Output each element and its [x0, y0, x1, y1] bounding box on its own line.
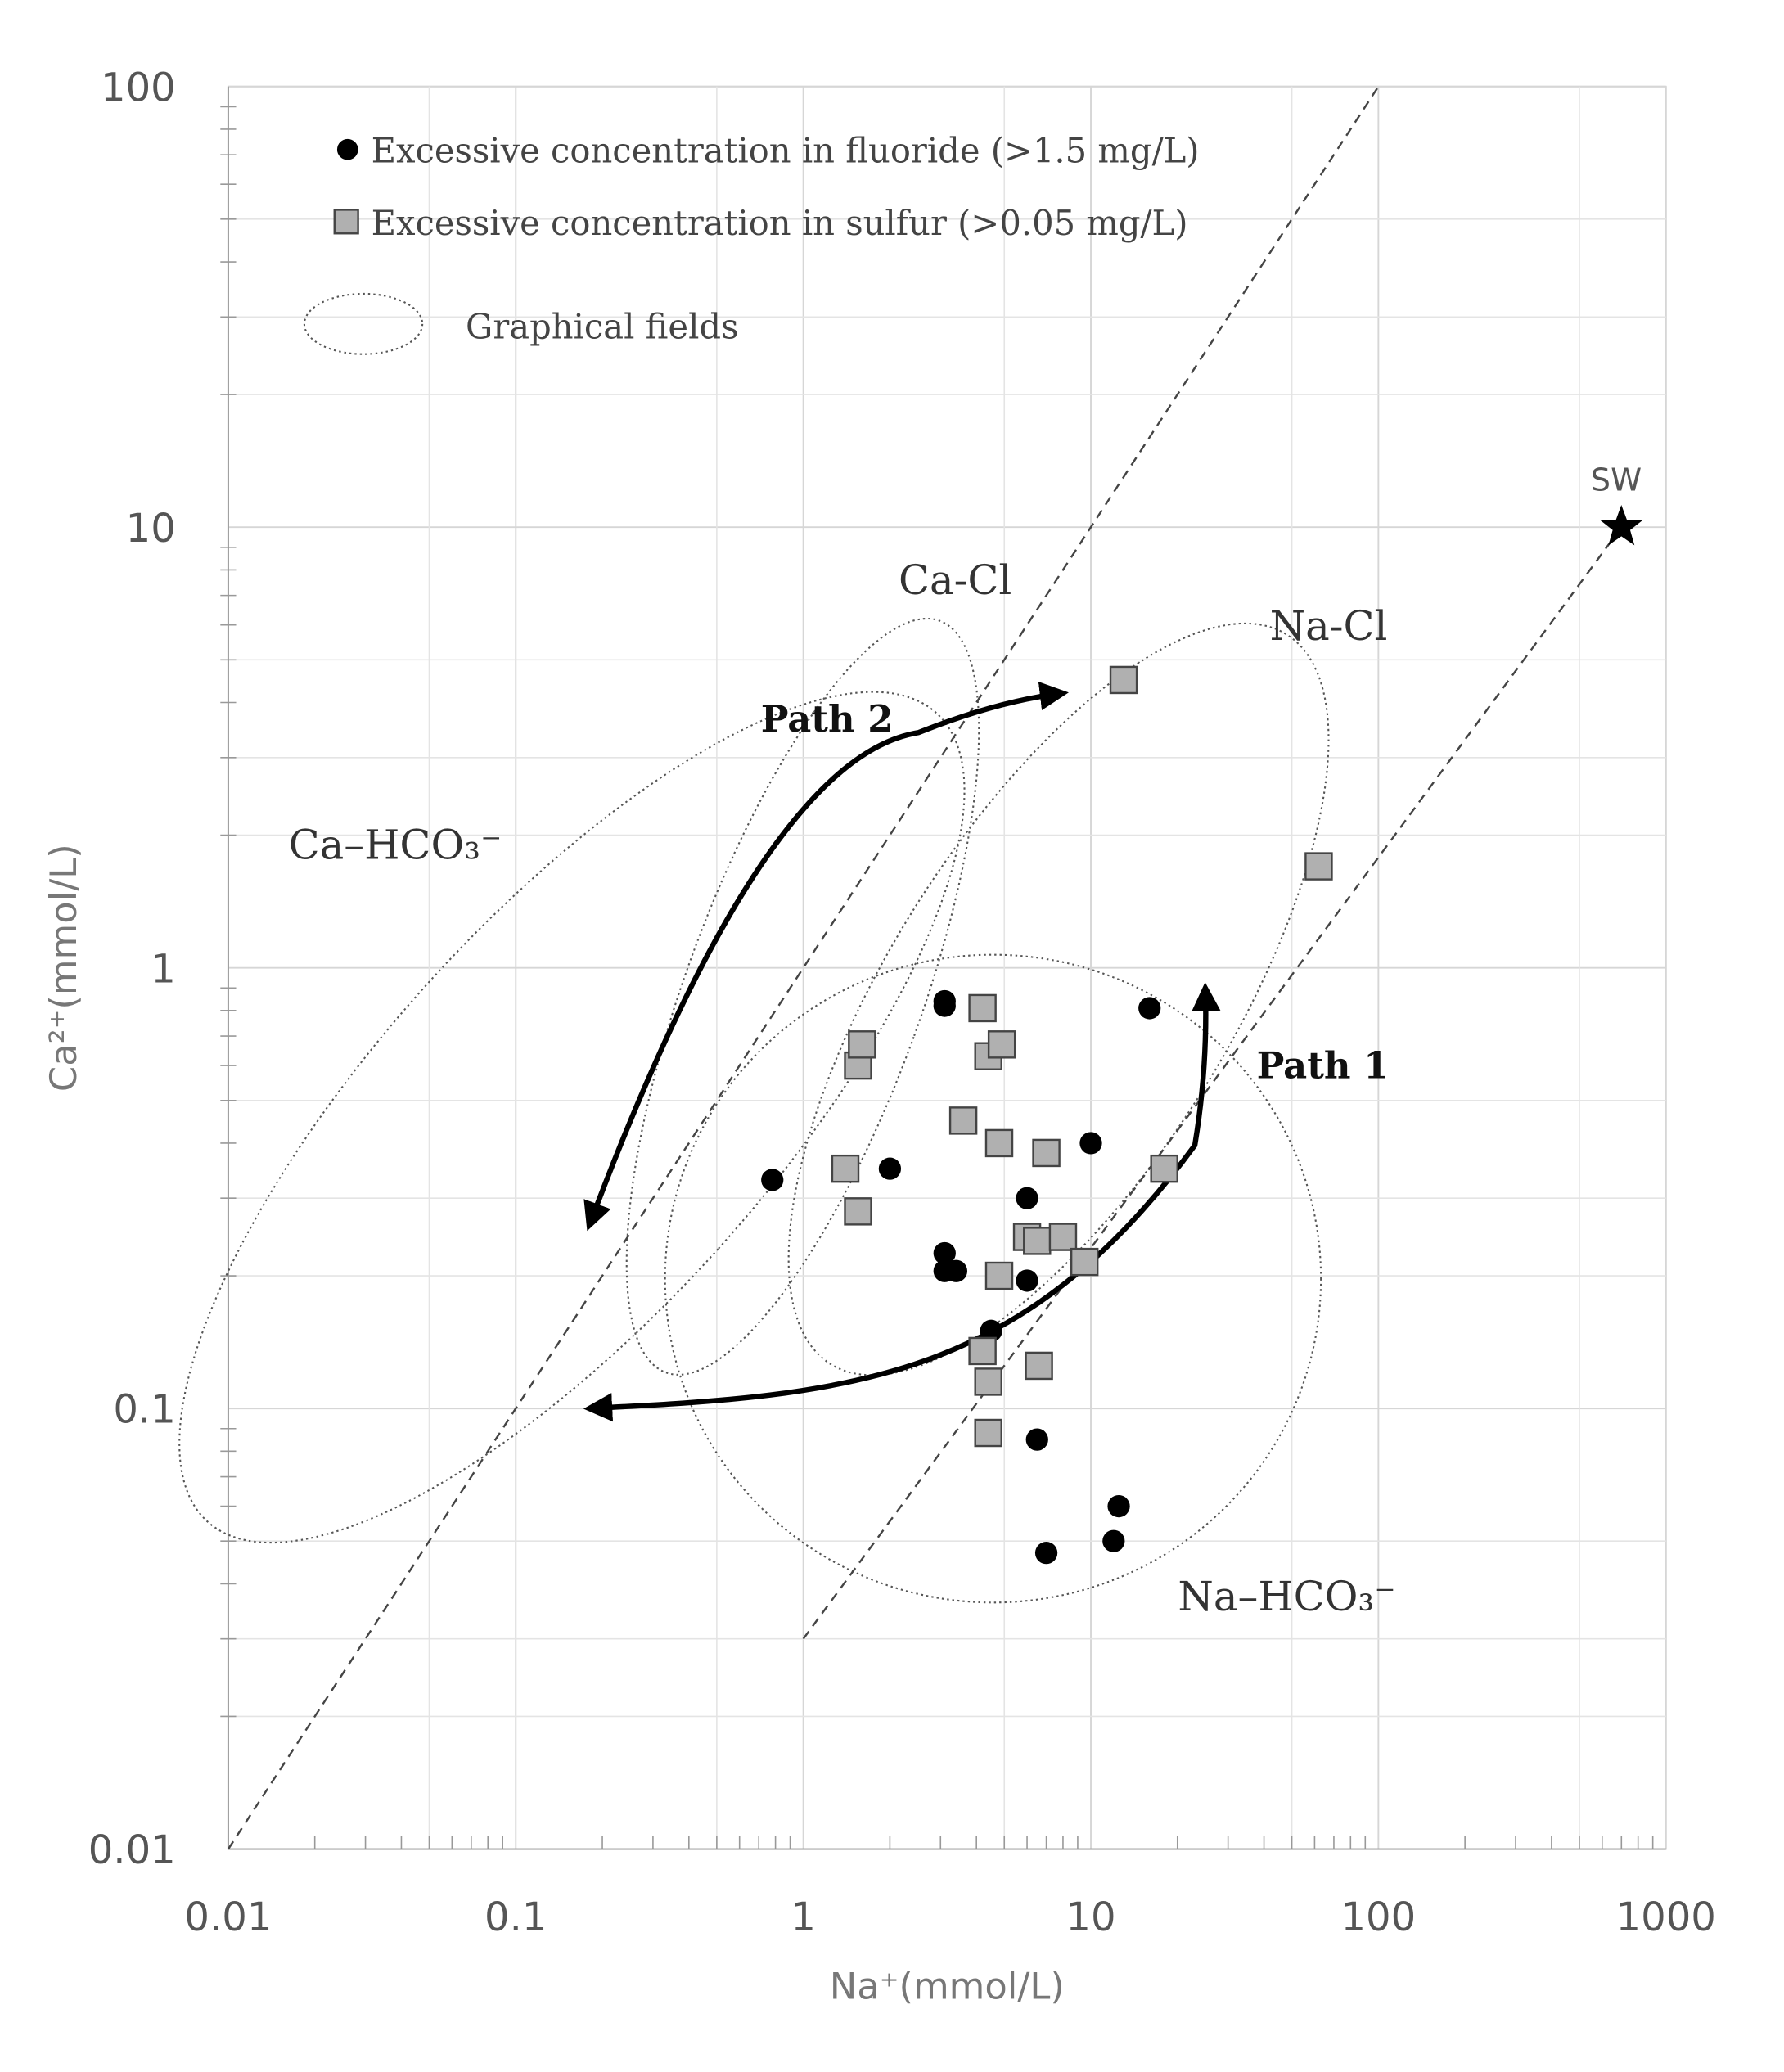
fluoride-point [1016, 1187, 1038, 1209]
sulfur-point [848, 1030, 876, 1059]
minor-ticks [220, 86, 1666, 1850]
fluoride-point [980, 1319, 1002, 1342]
fluoride-point [1138, 997, 1161, 1020]
sulfur-point [968, 993, 997, 1023]
y-tick-label: 0.01 [88, 1827, 176, 1873]
sulfur-point [1032, 1138, 1061, 1168]
y-axis-title: Ca²⁺(mmol/L) [42, 844, 85, 1092]
sulfur-point [1025, 1351, 1053, 1381]
sulfur-point [984, 1261, 1014, 1290]
sulfur-point [831, 1154, 860, 1183]
field-label-ca-hco3: Ca–HCO₃⁻ [289, 822, 502, 869]
legend: Excessive concentration in fluoride (>1.… [303, 131, 1200, 355]
fluoride-point [1025, 1428, 1048, 1451]
sulfur-point [987, 1030, 1016, 1059]
seawater-label: SW [1591, 462, 1642, 498]
sulfur-point [968, 1336, 997, 1366]
tick-labels: 0.01 0.1 1 10 100 1000 0.01 0.1 1 10 100 [88, 65, 1716, 1940]
reference-lines [227, 86, 1623, 1850]
legend-marker-ellipse [303, 292, 424, 355]
field-label-ca-cl: Ca-Cl [899, 556, 1011, 604]
fluoride-point [933, 1241, 956, 1265]
sulfur-point [1109, 665, 1138, 695]
y-tick-label: 100 [101, 65, 176, 110]
fluoride-point [933, 994, 956, 1017]
sulfur-point [1304, 852, 1333, 881]
fluoride-point [1107, 1494, 1130, 1518]
x-axis-title: Na⁺(mmol/L) [830, 1964, 1065, 2007]
seawater-point [1600, 504, 1643, 546]
fluoride-point [1079, 1132, 1102, 1155]
field-label-na-cl: Na-Cl [1270, 602, 1388, 650]
y-tick-label: 10 [126, 506, 176, 552]
fluoride-point [944, 1259, 968, 1282]
fluoride-point [1102, 1529, 1125, 1552]
x-tick-label: 1 [791, 1894, 816, 1940]
x-tick-label: 1000 [1616, 1894, 1716, 1940]
path-label-1: Path 1 [1257, 1043, 1390, 1087]
sulfur-point [1048, 1223, 1078, 1251]
x-tick-label: 10 [1065, 1894, 1115, 1940]
fluoride-point [1016, 1269, 1038, 1292]
y-tick-label: 1 [151, 946, 176, 992]
sulfur-point [1150, 1154, 1178, 1183]
y-tick-label: 0.1 [113, 1387, 175, 1433]
seawater-dilution-line [802, 526, 1623, 1640]
fluoride-point [761, 1169, 784, 1191]
seawater-star-icon [1600, 504, 1643, 546]
x-tick-label: 100 [1340, 1894, 1416, 1940]
x-tick-label: 0.1 [484, 1894, 547, 1940]
sulfur-point [948, 1106, 978, 1135]
sulfur-point [1070, 1247, 1099, 1277]
field-label-na-hco3: Na–HCO₃⁻ [1178, 1573, 1395, 1620]
sulfur-point [1023, 1227, 1052, 1255]
legend-label-fluoride: Excessive concentration in fluoride (>1.… [372, 131, 1200, 171]
sulfur-point [974, 1418, 1002, 1448]
legend-label-sulfur: Excessive concentration in sulfur (>0.05… [372, 203, 1188, 243]
legend-label-fields: Graphical fields [466, 306, 738, 346]
legend-marker-circle [336, 138, 358, 160]
evolution-paths [583, 681, 1221, 1422]
sulfur-point [974, 1367, 1002, 1396]
fluoride-point [878, 1157, 902, 1180]
x-tick-label: 0.01 [184, 1894, 272, 1940]
path-1-arrow [583, 982, 1221, 1422]
fluoride-point [1034, 1542, 1058, 1565]
data-points [761, 665, 1333, 1565]
one-to-one-line [227, 86, 1380, 1850]
path-label-2: Path 2 [761, 697, 894, 741]
sulfur-point [844, 1197, 872, 1226]
legend-marker-square [333, 209, 359, 235]
sulfur-point [984, 1128, 1014, 1158]
